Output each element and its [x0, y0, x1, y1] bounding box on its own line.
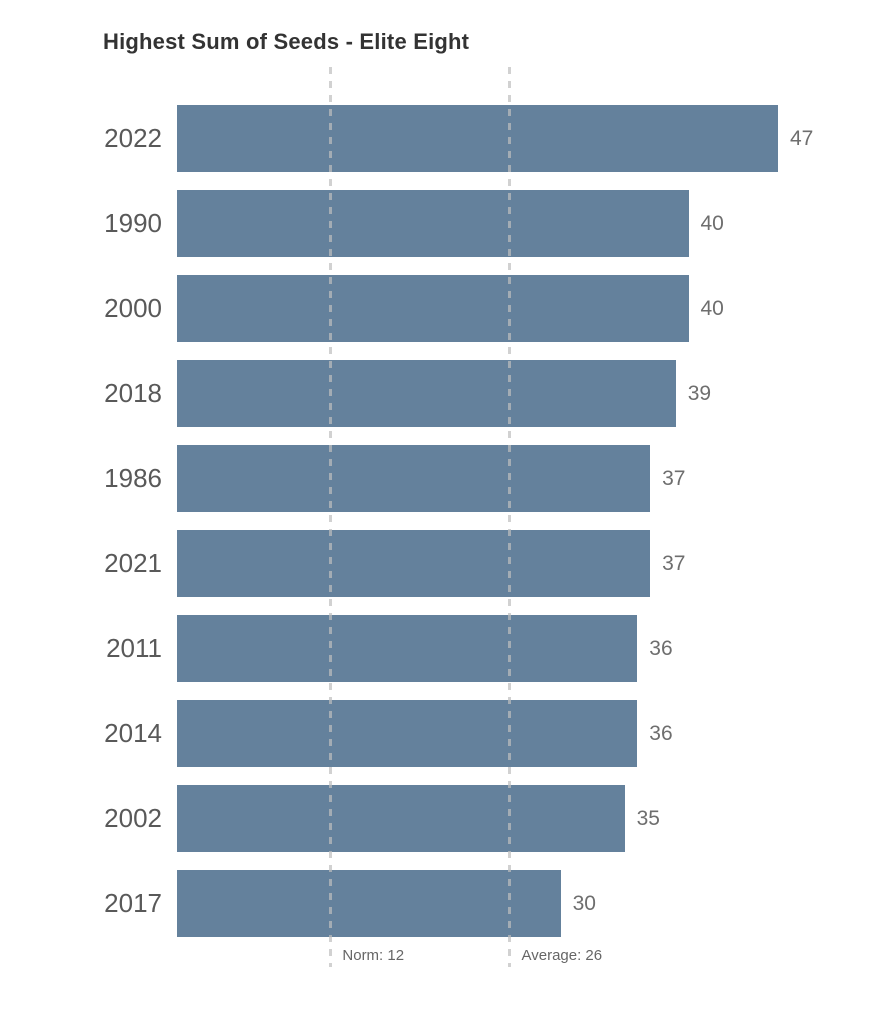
category-label: 2000: [104, 293, 162, 323]
bar[interactable]: [177, 105, 778, 172]
reference-line: [508, 67, 511, 967]
bar[interactable]: [177, 275, 689, 342]
bar[interactable]: [177, 360, 676, 427]
bar-row: 2018 39: [0, 360, 879, 445]
bar[interactable]: [177, 700, 638, 767]
reference-line-label: Norm: 12: [342, 947, 405, 964]
value-label: 30: [572, 892, 596, 915]
value-label: 47: [790, 127, 814, 150]
value-label: 35: [636, 807, 660, 830]
bar[interactable]: [177, 445, 651, 512]
value-label: 37: [662, 552, 686, 575]
value-label: 37: [662, 467, 686, 490]
chart-title: Highest Sum of Seeds - Elite Eight: [103, 29, 470, 54]
bar-row: 2017 30: [0, 870, 879, 955]
category-label: 2002: [104, 803, 162, 833]
bar[interactable]: [177, 530, 651, 597]
category-label: 2011: [106, 633, 162, 663]
category-label: 2018: [104, 378, 162, 408]
bar-row: 2021 37: [0, 530, 879, 615]
value-label: 36: [649, 637, 673, 660]
value-label: 40: [700, 297, 724, 320]
category-label: 2014: [104, 718, 162, 748]
bar-row: 2014 36: [0, 700, 879, 785]
category-label: 2022: [104, 123, 162, 153]
bar-row: 2011 36: [0, 615, 879, 700]
reference-line: [328, 67, 332, 967]
value-label: 40: [700, 212, 724, 235]
bar[interactable]: [177, 190, 689, 257]
bar[interactable]: [177, 615, 638, 682]
bar-row: 2000 40: [0, 275, 879, 360]
bar-row: 1986 37: [0, 445, 879, 530]
bar-row: 2022 47: [0, 105, 879, 190]
value-label: 36: [649, 722, 673, 745]
category-label: 1990: [104, 208, 162, 238]
reference-line-label: Average: 26: [521, 947, 603, 964]
bar-row: 1990 40: [0, 190, 879, 275]
bar-row: 2002 35: [0, 785, 879, 870]
bar[interactable]: [177, 785, 625, 852]
plot-area: 2022 47 1990 40 2000 40 2018 39 1986 37: [0, 105, 879, 955]
category-label: 2017: [104, 888, 162, 918]
bar[interactable]: [177, 870, 561, 937]
category-label: 2021: [104, 548, 162, 578]
value-label: 39: [687, 382, 712, 405]
category-label: 1986: [104, 463, 162, 493]
